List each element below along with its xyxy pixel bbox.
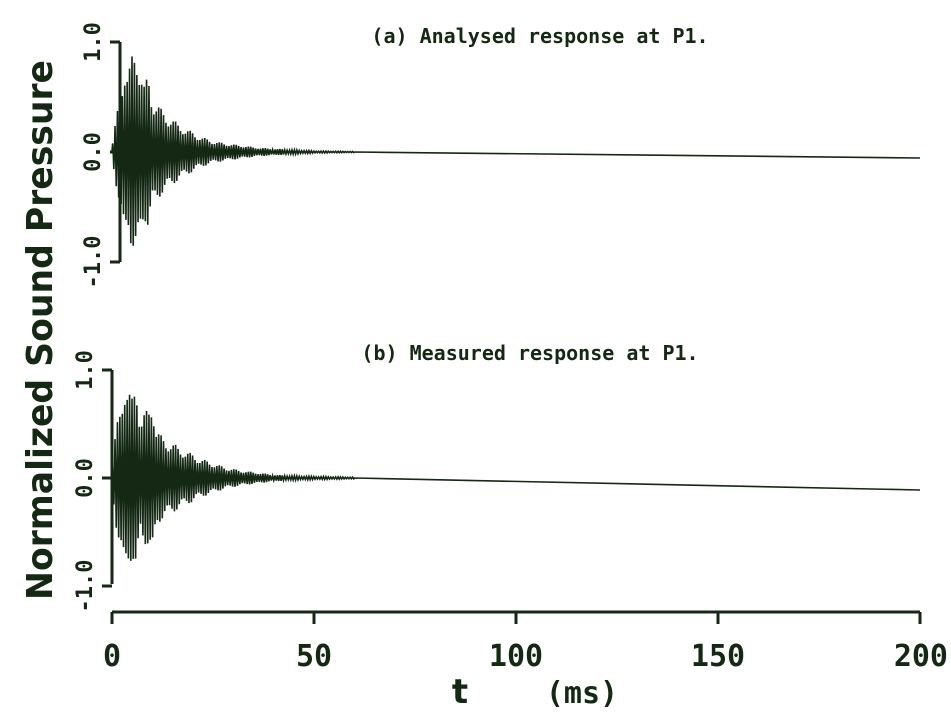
panel-b-title: (b) Measured response at P1. [361,341,698,365]
x-axis-label-unit: (ms) [546,676,618,711]
x-tick-label: 0 [103,639,121,674]
x-axis-ticks: 0 50 100 150 200 [103,612,948,674]
x-axis: 0 50 100 150 200 t (ms) [103,610,948,712]
panel-b-y-tick-label: -1.0 [73,560,98,613]
panel-a-y-tick-label: 0.0 [81,132,106,172]
x-tick-label: 150 [691,639,745,674]
panel-a: (a) Analysed response at P1. 1.0 0.0 -1.0 [81,22,921,288]
panel-a-y-tick-label: -1.0 [81,236,106,289]
panel-a-waveform [111,56,921,246]
panel-b: (b) Measured response at P1. 1.0 0.0 -1.0 [73,341,921,612]
panel-b-y-ticks: 1.0 0.0 -1.0 [73,350,112,612]
panel-a-y-tick-label: 1.0 [81,22,106,62]
panel-a-y-ticks: 1.0 0.0 -1.0 [81,22,120,288]
x-tick-label: 100 [489,639,543,674]
x-tick-label: 50 [296,639,332,674]
panel-b-y-tick-label: 0.0 [73,458,98,498]
x-tick-label: 200 [894,639,948,674]
y-axis-label: Normalized Sound Pressure [20,60,61,600]
panel-b-y-tick-label: 1.0 [73,350,98,390]
panel-a-title: (a) Analysed response at P1. [371,24,708,48]
panel-b-waveform [111,394,921,561]
x-axis-label-symbol: t [452,672,468,712]
